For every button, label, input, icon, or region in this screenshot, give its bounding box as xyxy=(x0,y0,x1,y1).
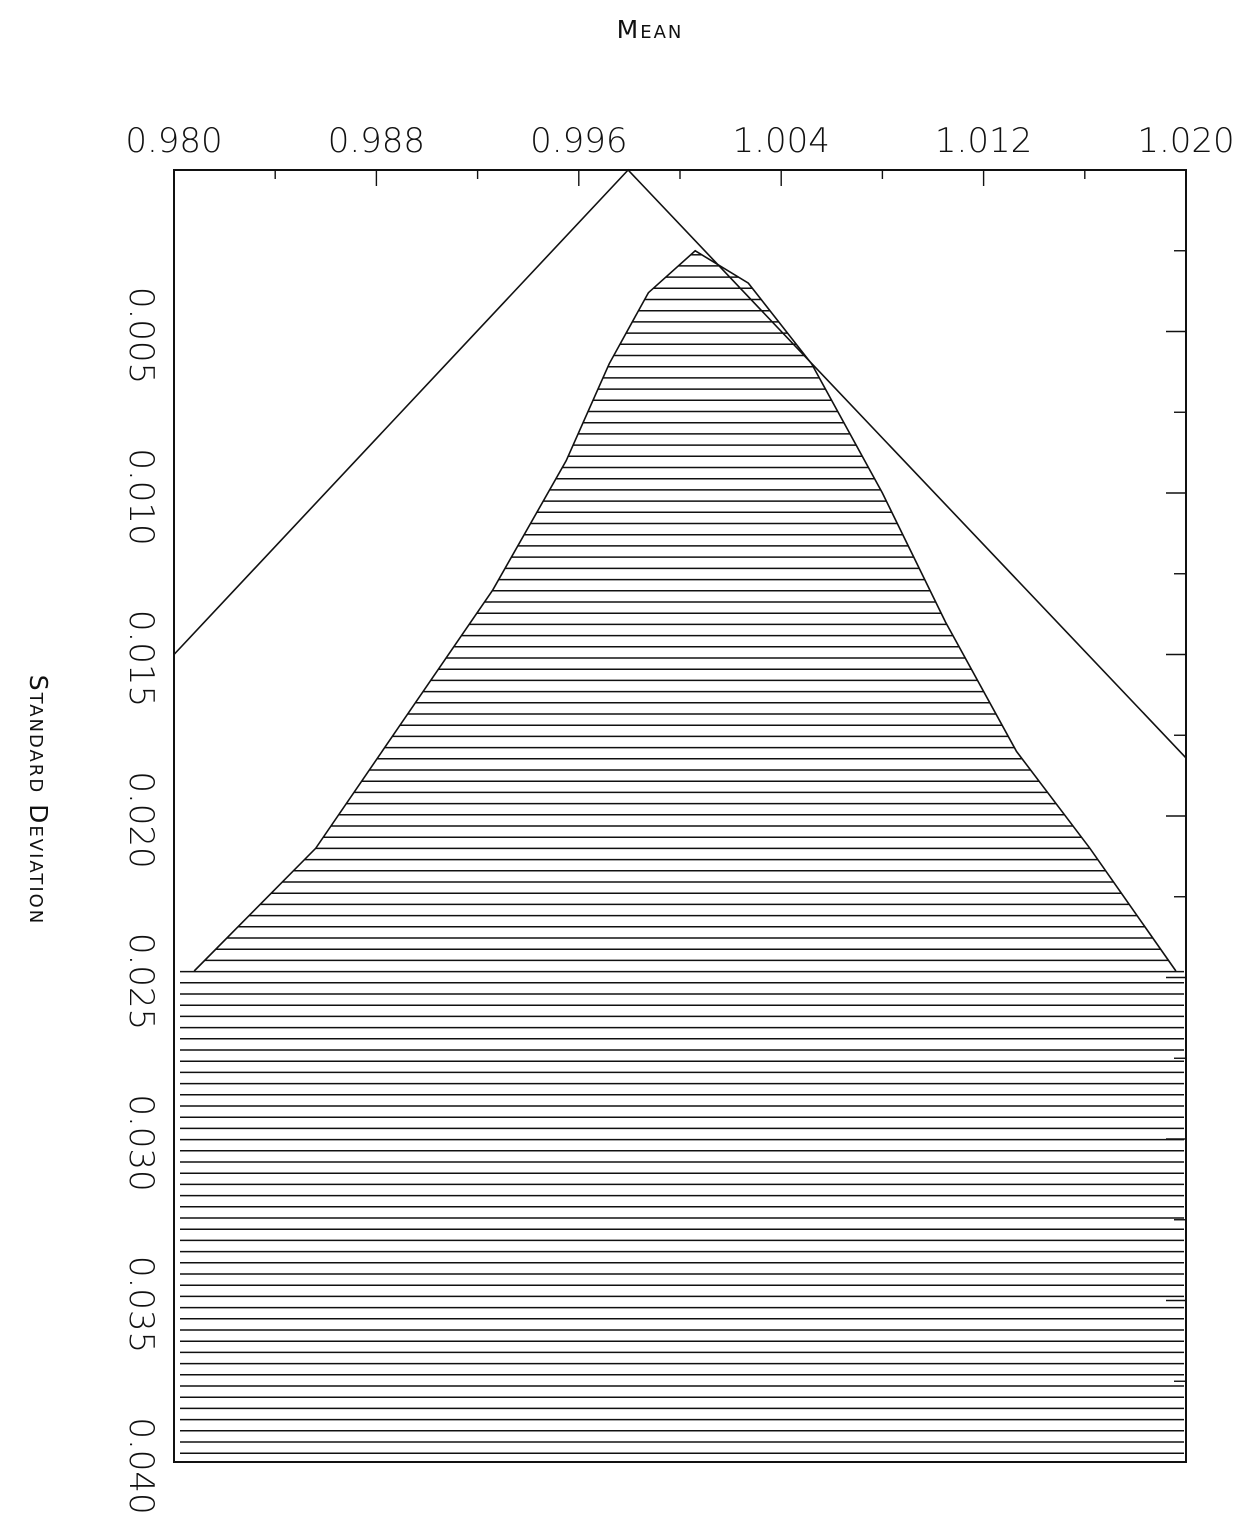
hatched-feasible-region xyxy=(180,249,1184,1454)
y-tick-label: 0.025 xyxy=(121,933,161,1030)
x-tick-label: 1.004 xyxy=(733,121,830,161)
region-boundary xyxy=(193,249,1177,972)
y-tick-label: 0.005 xyxy=(121,287,161,384)
x-tick-label: 1.012 xyxy=(935,121,1032,161)
plot-frame xyxy=(173,169,1187,1463)
x-tick-label: 0.980 xyxy=(125,121,222,161)
y-tick-label: 0.020 xyxy=(121,771,161,868)
axis-ticks xyxy=(173,170,1187,1382)
y-tick-label: 0.015 xyxy=(121,610,161,707)
y-tick-labels: 0.005 0.010 0.015 0.020 0.025 0.030 0.035 0.040 xyxy=(121,287,161,1515)
x-tick-label: 0.996 xyxy=(530,121,627,161)
x-tick-label: 1.020 xyxy=(1137,121,1234,161)
y-tick-label: 0.010 xyxy=(121,448,161,545)
x-tick-label: 0.988 xyxy=(328,121,425,161)
x-axis-title: Mean xyxy=(617,15,684,44)
y-tick-label: 0.035 xyxy=(121,1256,161,1353)
x-tick-labels: 0.980 0.988 0.996 1.004 1.012 1.020 xyxy=(125,121,1234,161)
y-tick-label: 0.040 xyxy=(121,1417,161,1514)
y-axis-title: Standard Deviation xyxy=(24,675,53,926)
y-tick-label: 0.030 xyxy=(121,1094,161,1191)
